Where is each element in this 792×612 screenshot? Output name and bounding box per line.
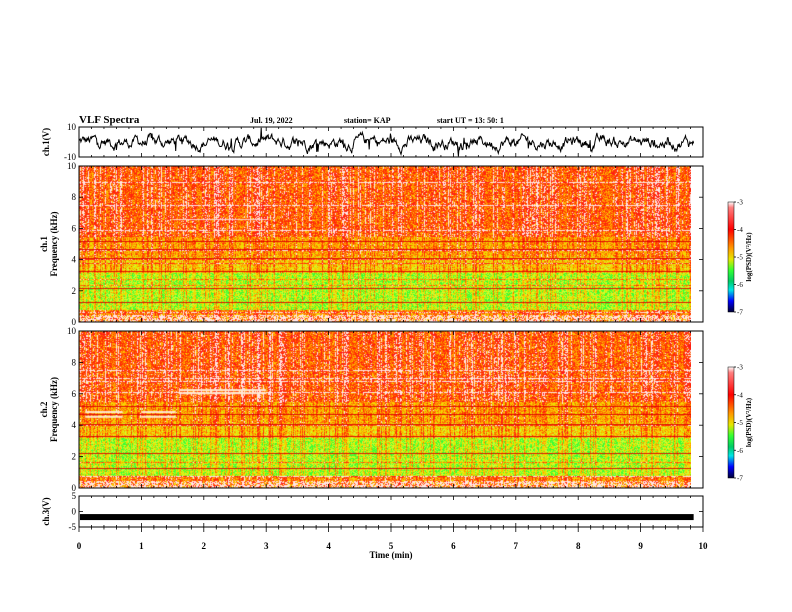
colorbar-ch1-tick-label: -5 bbox=[737, 254, 743, 262]
x-tick-label: 0 bbox=[77, 541, 82, 551]
ch2-spectrogram-y-label: ch.2 bbox=[39, 401, 49, 417]
ch1-voltage-x-ticks bbox=[78, 127, 704, 157]
x-axis: 0 1 2 3 4 5 6 7 8 9 10 Time (min) bbox=[77, 527, 708, 560]
ch1-spectrogram-x-ticks bbox=[78, 166, 704, 322]
ch3-voltage-panel: 5 0 -5 ch.3(V) bbox=[41, 491, 704, 532]
x-tick-label: 10 bbox=[699, 541, 709, 551]
ch1-voltage-panel: 10 -10 ch.1(V) bbox=[41, 122, 704, 162]
colorbar-ch2-tick-label: -6 bbox=[737, 447, 743, 455]
ch1-spectrogram-y-tick-label: 10 bbox=[67, 161, 77, 171]
ch3-voltage-y-ticks: 5 0 -5 bbox=[69, 491, 703, 532]
x-tick-label: 5 bbox=[389, 541, 394, 551]
ch1-spectrogram-y-label: ch.1 bbox=[39, 236, 49, 252]
ch1-spectrogram-heatmap bbox=[79, 166, 691, 322]
ch1-voltage-y-tick-label: -10 bbox=[64, 152, 76, 162]
x-tick-label: 1 bbox=[139, 541, 144, 551]
figure-title: VLF Spectra bbox=[79, 114, 140, 126]
colorbar-ch2-label: log(PSD)(V²/Hz) bbox=[745, 397, 753, 447]
ch3-voltage-frame bbox=[78, 495, 704, 528]
ch3-voltage-y-tick-label: 0 bbox=[72, 507, 77, 517]
ch2-spectrogram-y-tick-label: 2 bbox=[72, 452, 77, 462]
ch3-voltage-y-tick-label: 5 bbox=[72, 491, 77, 501]
ch1-spectrogram-y-ticks: 0 2 4 6 8 10 bbox=[67, 161, 703, 327]
ch2-spectrogram-y-tick-label: 8 bbox=[72, 357, 77, 367]
ch1-spectrogram-panel: 0 2 4 6 8 10 ch.1 Frequency (kHz) bbox=[39, 161, 704, 327]
colorbar-ch2-tick-label: -4 bbox=[737, 391, 743, 399]
x-tick-label: 4 bbox=[326, 541, 331, 551]
colorbar-ch1-tick-label: -6 bbox=[737, 281, 743, 289]
ch2-spectrogram-y-ticks: 0 2 4 6 8 10 bbox=[67, 326, 703, 493]
ch2-spectrogram-y-tick-label: 6 bbox=[72, 389, 77, 399]
x-tick-label: 3 bbox=[264, 541, 269, 551]
ch1-spectrogram-y-label: Frequency (kHz) bbox=[49, 211, 59, 276]
x-tick-label: 2 bbox=[202, 541, 207, 551]
colorbar-ch2-tick-label: -3 bbox=[737, 364, 743, 372]
colorbar-ch2-tick-label: -7 bbox=[737, 475, 743, 483]
colorbar-ch1-label: log(PSD)(V²/Hz) bbox=[745, 232, 753, 282]
ch1-voltage-y-tick-label: 10 bbox=[67, 122, 77, 132]
header-date: Jul. 19, 2022 bbox=[250, 116, 293, 125]
colorbar-ch2-bar bbox=[727, 366, 735, 479]
header-station: station= KAP bbox=[344, 116, 391, 125]
ch1-voltage-y-ticks: 10 -10 bbox=[64, 122, 703, 162]
ch1-spectrogram-y-tick-label: 8 bbox=[72, 192, 77, 202]
ch2-spectrogram-y-tick-label: 4 bbox=[72, 420, 77, 430]
colorbar-ch1-bar bbox=[727, 201, 735, 313]
ch1-spectrogram-y-tick-label: 4 bbox=[72, 255, 77, 265]
ch3-voltage-trace bbox=[80, 514, 694, 521]
ch2-spectrogram-y-tick-label: 0 bbox=[72, 483, 77, 493]
x-tick-label: 7 bbox=[514, 541, 519, 551]
ch3-voltage-x-ticks bbox=[78, 496, 704, 527]
ch1-spectrogram-y-tick-label: 0 bbox=[72, 317, 77, 327]
ch1-spectrogram-y-tick-label: 2 bbox=[72, 286, 77, 296]
x-tick-label: 8 bbox=[576, 541, 581, 551]
ch2-spectrogram-heatmap bbox=[79, 331, 691, 488]
ch2-spectrogram-x-ticks bbox=[78, 331, 704, 488]
ch2-spectrogram-panel: 0 2 4 6 8 10 ch.2 Frequency (kHz) bbox=[39, 326, 704, 493]
ch1-spectrogram-y-tick-label: 6 bbox=[72, 223, 77, 233]
ch3-voltage-y-tick-label: -5 bbox=[69, 522, 77, 532]
colorbar-ch2-tick-label: -5 bbox=[737, 419, 743, 427]
colorbar-ch2: -3 -4 -5 -6 -7 log(PSD)(V²/Hz) bbox=[727, 364, 753, 483]
ch3-voltage-y-label: ch.3(V) bbox=[41, 497, 51, 525]
colorbar-ch1-tick-label: -7 bbox=[737, 309, 743, 317]
colorbar-ch1-tick-label: -3 bbox=[737, 199, 743, 207]
ch2-spectrogram-y-label: Frequency (kHz) bbox=[49, 377, 59, 442]
x-axis-label: Time (min) bbox=[369, 550, 412, 560]
x-tick-label: 9 bbox=[638, 541, 643, 551]
x-tick-label: 6 bbox=[451, 541, 456, 551]
ch2-spectrogram-y-tick-label: 10 bbox=[67, 326, 77, 336]
colorbar-ch1-tick-label: -4 bbox=[737, 226, 743, 234]
colorbar-ch1: -3 -4 -5 -6 -7 log(PSD)(V²/Hz) bbox=[727, 199, 753, 317]
header-start-time: start UT = 13: 50: 1 bbox=[437, 116, 504, 125]
ch1-voltage-y-label: ch.1(V) bbox=[41, 128, 51, 156]
ch1-voltage-trace bbox=[78, 127, 695, 157]
